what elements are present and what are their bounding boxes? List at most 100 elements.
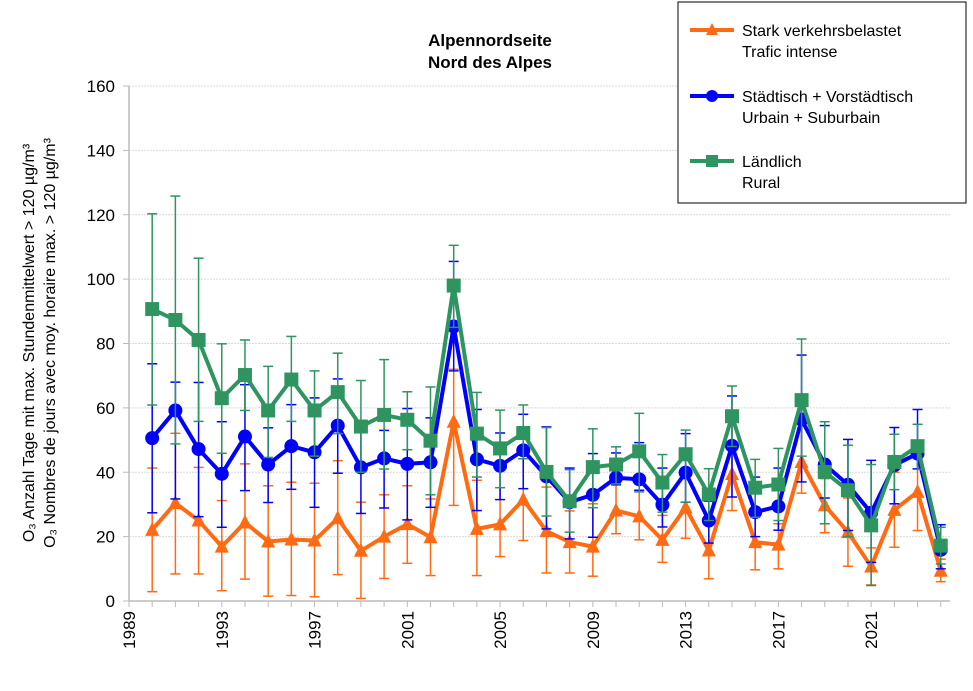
x-tick-labels: 1989 1993 1997 2001 2005 2009 2013 2017 2021 — [120, 611, 881, 649]
legend-label-urban-de: Städtisch + Vorstädtisch — [742, 89, 913, 106]
data-point — [446, 413, 461, 428]
y-tick-label: 40 — [96, 463, 115, 482]
data-point — [261, 403, 276, 418]
legend: Stark verkehrsbelastet Trafic intense St… — [677, 1, 967, 204]
legend-label-rural-de: Ländlich — [742, 154, 802, 171]
legend-square-icon — [706, 155, 718, 167]
data-point — [191, 442, 206, 457]
data-point — [701, 487, 716, 502]
data-point — [840, 483, 855, 498]
data-point — [678, 447, 693, 462]
series-group — [145, 195, 948, 600]
data-point — [237, 429, 252, 444]
y-tick-label: 160 — [87, 77, 115, 96]
y-axis-label-de: O₃ Anzahl Tage mit max. Stundenmittelwer… — [21, 143, 38, 542]
data-point — [145, 302, 160, 317]
data-point — [771, 536, 786, 551]
legend-label-rural-fr: Rural — [742, 175, 780, 192]
data-point — [353, 542, 368, 557]
data-point — [887, 454, 902, 469]
data-point — [377, 407, 392, 422]
y-tick-label: 140 — [87, 141, 115, 160]
x-tick-label: 2005 — [491, 611, 510, 649]
data-point — [400, 516, 415, 531]
data-point — [585, 460, 600, 475]
y-tick-label: 20 — [96, 528, 115, 547]
y-axis-label-fr: O₃ Nombres de jours avec moy. horaire ma… — [42, 137, 59, 547]
legend-circle-icon — [706, 90, 718, 102]
data-point — [284, 531, 299, 546]
data-point — [191, 512, 206, 527]
data-point — [261, 457, 276, 472]
data-point — [493, 441, 508, 456]
data-point — [817, 464, 832, 479]
x-tick-label: 2013 — [677, 611, 696, 649]
data-point — [168, 495, 183, 510]
data-point — [400, 456, 415, 471]
data-point — [237, 368, 252, 383]
data-point — [632, 444, 647, 459]
data-point — [678, 499, 693, 514]
data-point — [214, 538, 229, 553]
data-point — [168, 313, 183, 328]
data-point — [261, 533, 276, 548]
data-point — [516, 425, 531, 440]
data-point — [423, 529, 438, 544]
data-point — [539, 464, 554, 479]
data-point — [585, 538, 600, 553]
data-point — [933, 538, 948, 553]
data-point — [887, 501, 902, 516]
series-square — [145, 195, 948, 587]
x-tick-label: 1993 — [213, 611, 232, 649]
x-tick-label: 2017 — [769, 611, 788, 649]
chart-title-line-2: Nord des Alpes — [428, 53, 552, 72]
legend-triangle-icon — [706, 23, 718, 35]
data-point — [400, 412, 415, 427]
legend-box — [677, 1, 967, 204]
data-point — [214, 466, 229, 481]
data-point — [377, 528, 392, 543]
data-point — [493, 516, 508, 531]
data-point — [701, 542, 716, 557]
data-point — [237, 514, 252, 529]
y-tick-label: 60 — [96, 399, 115, 418]
x-tick-label: 1997 — [306, 611, 325, 649]
data-point — [632, 508, 647, 523]
data-point — [284, 439, 299, 454]
data-point — [864, 518, 879, 533]
data-point — [353, 419, 368, 434]
data-point — [655, 475, 670, 490]
y-tick-label: 120 — [87, 206, 115, 225]
data-point — [748, 480, 763, 495]
data-point — [609, 502, 624, 517]
data-point — [562, 494, 577, 509]
x-tick-label: 1989 — [120, 611, 139, 649]
data-point — [469, 426, 484, 441]
data-point — [330, 385, 345, 400]
data-point — [724, 409, 739, 424]
data-point — [748, 534, 763, 549]
data-point — [145, 521, 160, 536]
data-point — [910, 483, 925, 498]
y-tick-label: 0 — [106, 592, 115, 611]
data-point — [655, 531, 670, 546]
data-point — [771, 477, 786, 492]
legend-label-urban-fr: Urbain + Suburbain — [742, 110, 880, 127]
data-point — [539, 523, 554, 538]
data-point — [145, 431, 160, 446]
data-point — [307, 403, 322, 418]
data-point — [284, 372, 299, 387]
chart-title-line-1: Alpennordseite — [428, 31, 552, 50]
data-point — [423, 433, 438, 448]
data-point — [516, 491, 531, 506]
legend-label-traffic-fr: Trafic intense — [742, 44, 838, 61]
data-point — [446, 278, 461, 293]
legend-label-traffic-de: Stark verkehrsbelastet — [742, 23, 902, 40]
data-point — [191, 332, 206, 347]
x-tick-label: 2009 — [584, 611, 603, 649]
x-tick-label: 2001 — [398, 611, 417, 649]
data-point — [794, 393, 809, 408]
data-point — [910, 439, 925, 454]
x-tick-label: 2021 — [862, 611, 881, 649]
